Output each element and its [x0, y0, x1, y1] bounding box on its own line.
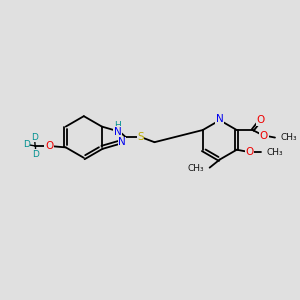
Text: O: O — [245, 147, 253, 157]
Text: CH₃: CH₃ — [281, 133, 297, 142]
Text: CH₃: CH₃ — [267, 148, 284, 157]
Text: N: N — [118, 137, 126, 147]
Text: N: N — [216, 114, 224, 124]
Text: S: S — [137, 132, 144, 142]
Text: D: D — [31, 133, 38, 142]
Text: O: O — [256, 115, 265, 125]
Text: D: D — [23, 140, 30, 149]
Text: N: N — [114, 127, 121, 137]
Text: O: O — [45, 141, 53, 151]
Text: H: H — [114, 121, 121, 130]
Text: O: O — [260, 131, 268, 141]
Text: D: D — [32, 149, 39, 158]
Text: CH₃: CH₃ — [188, 164, 204, 173]
